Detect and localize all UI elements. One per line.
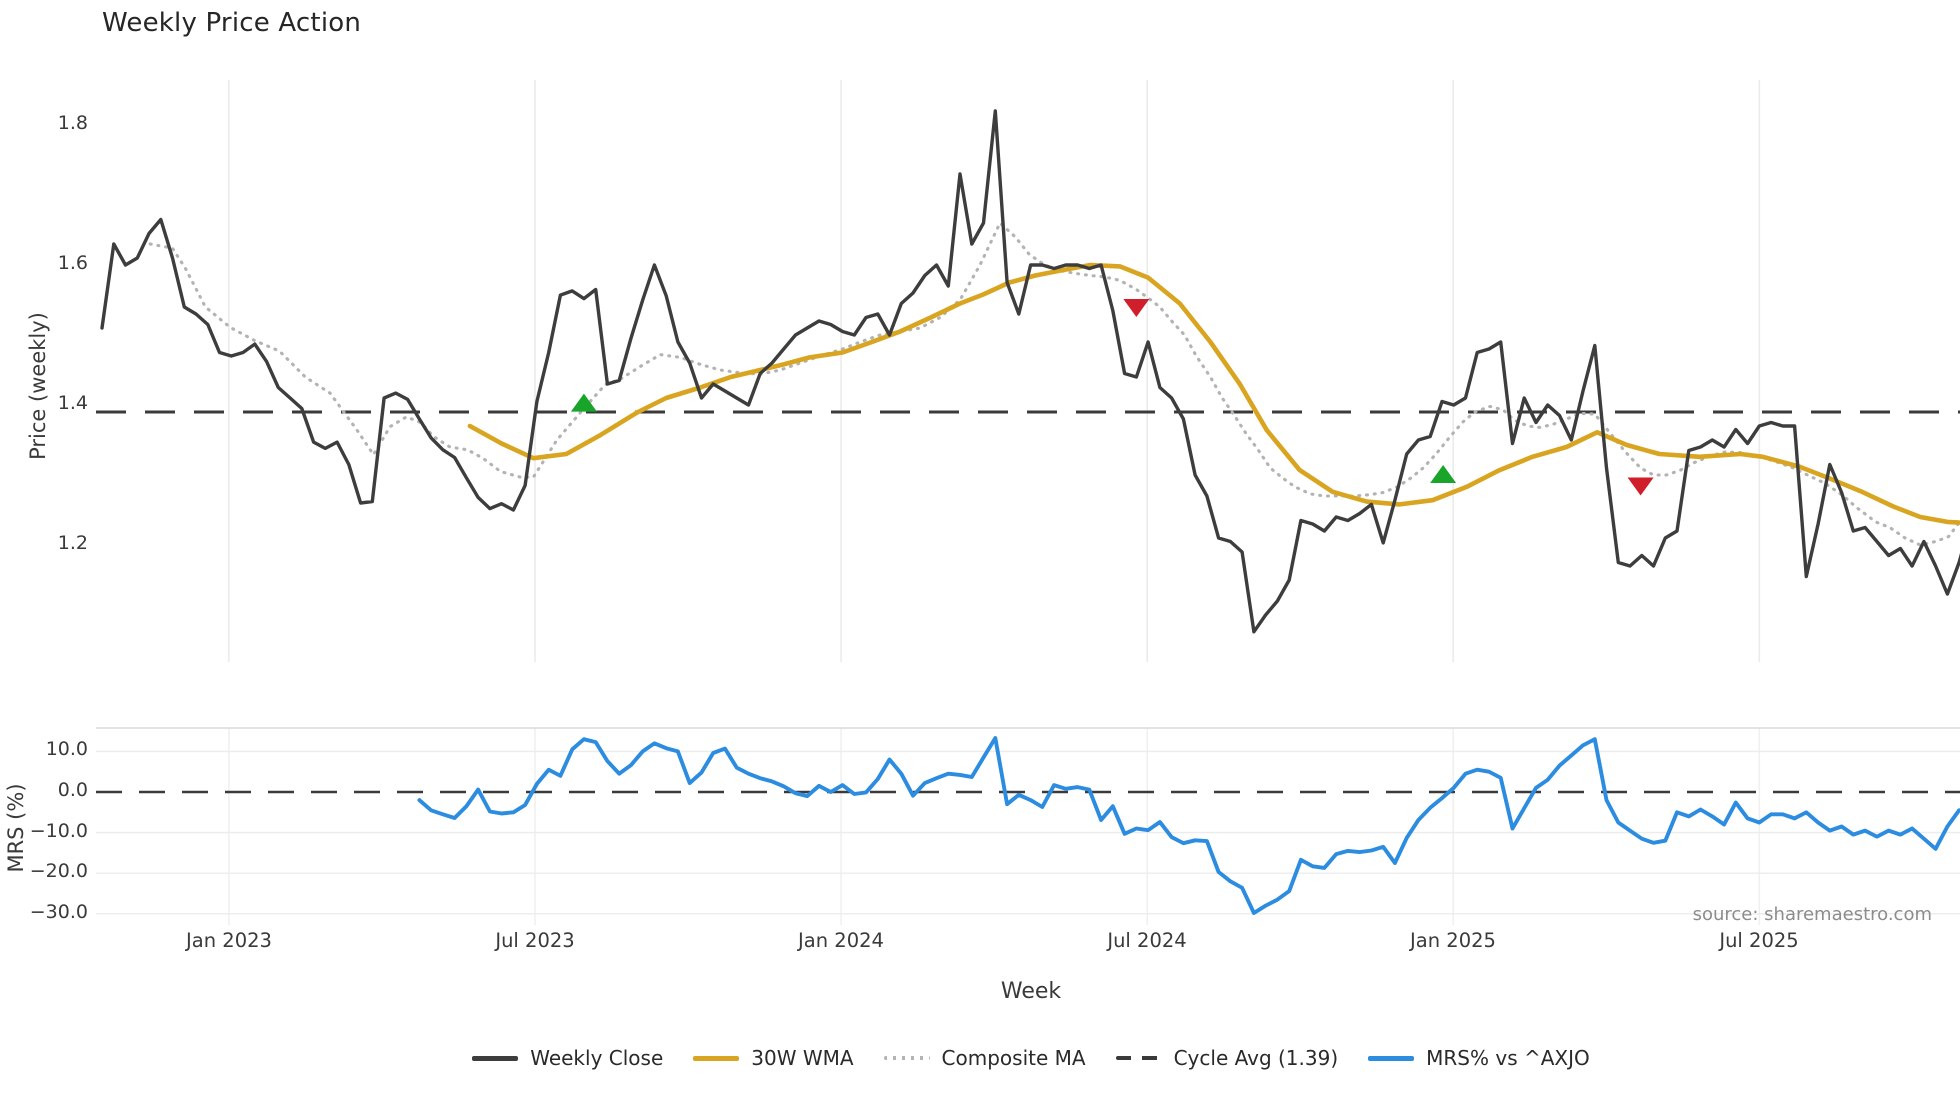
legend-swatch-1 [693, 1055, 740, 1061]
legend-swatch-2 [883, 1056, 930, 1060]
x-tick-Jul-2023: Jul 2023 [495, 929, 575, 952]
legend-swatch-4 [1368, 1055, 1415, 1061]
x-tick-Jan-2024: Jan 2024 [798, 929, 884, 952]
price-tick-1.6: 1.6 [57, 252, 88, 274]
legend-label-2: Composite MA [941, 1046, 1086, 1070]
x-tick-Jan-2025: Jan 2025 [1410, 929, 1496, 952]
mrs-tick-4: −30.0 [29, 901, 88, 923]
legend-label-0: Weekly Close [530, 1046, 664, 1070]
legend-item-0: Weekly Close [472, 1046, 663, 1070]
legend-item-1: 30W WMA [693, 1046, 854, 1070]
price-axis-label: Price (weekly) [26, 312, 50, 460]
legend-item-2: Composite MA [883, 1046, 1086, 1070]
mrs-tick-3: −20.0 [29, 860, 88, 882]
x-tick-Jul-2024: Jul 2024 [1107, 929, 1187, 952]
source-note: source: sharemaestro.com [1692, 904, 1932, 925]
legend-item-3: Cycle Avg (1.39) [1115, 1046, 1339, 1070]
legend-swatch-3 [1115, 1056, 1162, 1060]
x-tick-Jan-2023: Jan 2023 [186, 929, 272, 952]
price-tick-1.2: 1.2 [57, 532, 88, 554]
legend-item-4: MRS% vs ^AXJO [1368, 1046, 1590, 1070]
legend-label-1: 30W WMA [751, 1046, 854, 1070]
price-tick-1.4: 1.4 [57, 392, 88, 414]
chart-title: Weekly Price Action [102, 8, 362, 38]
mrs-tick-2: −10.0 [29, 820, 88, 842]
legend-label-4: MRS% vs ^AXJO [1426, 1046, 1590, 1070]
x-tick-Jul-2025: Jul 2025 [1719, 929, 1799, 952]
legend: Weekly Close 30W WMA Composite MA Cycle … [102, 1038, 1960, 1078]
legend-label-3: Cycle Avg (1.39) [1173, 1046, 1339, 1070]
price-tick-1.8: 1.8 [57, 112, 88, 134]
mrs-tick-1: 0.0 [57, 779, 88, 801]
x-axis-label: Week [1000, 979, 1062, 1004]
mrs-tick-0: 10.0 [45, 738, 88, 760]
legend-swatch-0 [472, 1055, 519, 1061]
